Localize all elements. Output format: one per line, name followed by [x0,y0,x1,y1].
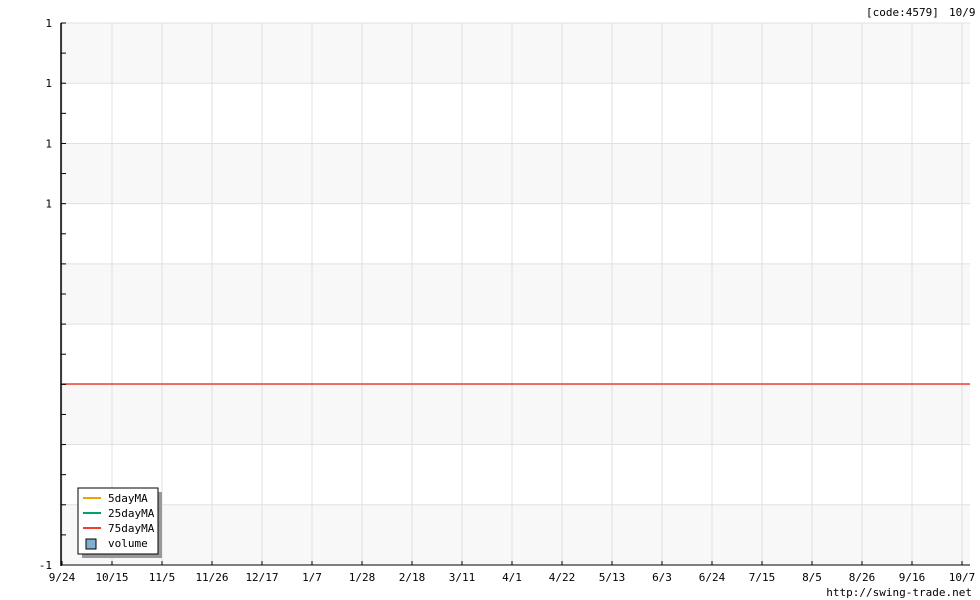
date-label: 10/9 [949,6,976,19]
x-tick-label: 10/15 [95,571,128,584]
x-tick-label: 1/28 [349,571,376,584]
grid-band [62,23,970,84]
legend-label: 75dayMA [108,522,155,535]
x-tick-label: 8/26 [849,571,876,584]
x-tick-label: 4/1 [502,571,522,584]
legend: 5dayMA 25dayMA 75dayMA volume [77,487,162,558]
legend-label: 25dayMA [108,507,155,520]
grid-band [62,384,970,445]
x-tick-label: 4/22 [549,571,576,584]
y-tick-label: 1 [45,137,52,150]
grid-band [62,504,970,565]
x-tick-label: 5/13 [599,571,626,584]
x-tick-label: 9/16 [899,571,926,584]
x-tick-label: 1/7 [302,571,322,584]
grid-band [62,263,970,325]
x-tick-label: 7/15 [749,571,776,584]
x-tick-label: 9/24 [49,571,76,584]
x-tick-label: 6/3 [652,571,672,584]
x-tick-label: 11/5 [149,571,176,584]
y-tick-label: 1 [45,17,52,30]
y-tick-label: -1 [39,559,52,572]
x-tick-label: 3/11 [449,571,476,584]
legend-label: volume [108,537,148,550]
legend-swatch-volume [85,538,97,550]
x-tick-label: 10/7 [949,571,976,584]
x-tick-label: 11/26 [195,571,228,584]
x-tick-label: 8/5 [802,571,822,584]
x-tick-label: 12/17 [245,571,278,584]
x-tick-label: 2/18 [399,571,426,584]
y-tick-label: 1 [45,198,52,211]
x-tick-label: 6/24 [699,571,726,584]
legend-label: 5dayMA [108,492,148,505]
code-label: [code:4579] [866,6,939,19]
grid-band [62,143,970,204]
y-tick-label: 1 [45,77,52,90]
site-url[interactable]: http://swing-trade.net [826,586,972,599]
